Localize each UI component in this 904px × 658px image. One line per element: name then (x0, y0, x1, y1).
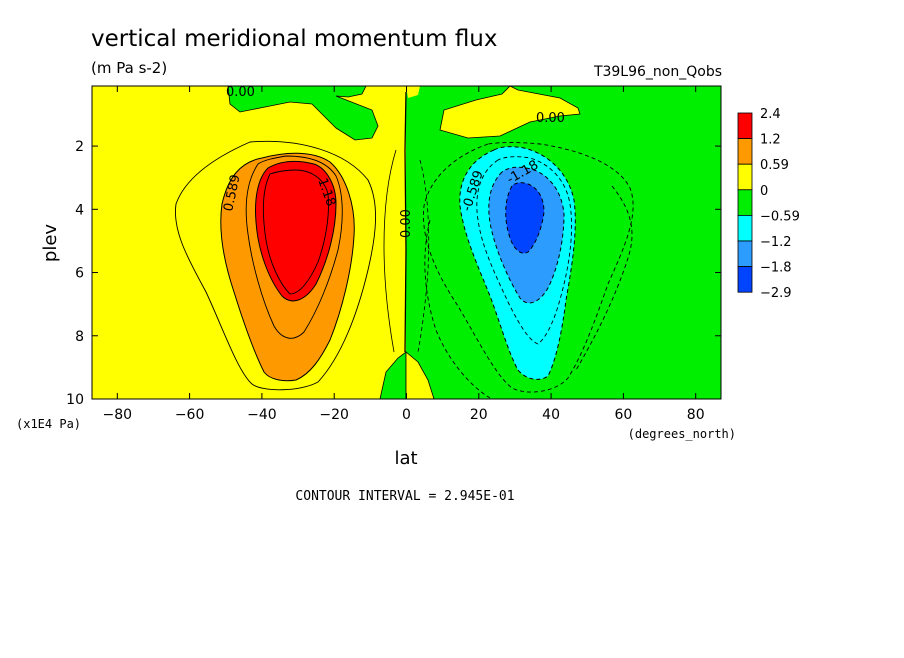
colorbar-swatch (737, 189, 753, 216)
x-tick-label: −40 (247, 407, 277, 423)
fill-bottom-right-positive (405, 351, 435, 399)
plot-area: 0.00 0.00 0.00 0.589 1.18 -0.589 -1.18 (92, 85, 721, 399)
chart-subtitle: (m Pa s-2) (91, 59, 167, 77)
x-tick-label: 60 (614, 407, 632, 423)
y-tick-label: 8 (75, 329, 84, 345)
contour-interval: CONTOUR INTERVAL = 2.945E-01 (295, 489, 514, 504)
colorbar-label: −2.9 (760, 286, 792, 301)
colorbar-swatch (737, 138, 753, 165)
x-axis-units: (degrees_north) (628, 427, 736, 441)
colorbar-label: −1.2 (760, 235, 792, 250)
x-tick-label: 80 (687, 407, 705, 423)
contour-label-top-left: 0.00 (226, 85, 255, 100)
run-label: T39L96_non_Qobs (593, 64, 722, 80)
y-tick-label: 2 (75, 139, 84, 155)
x-tick-label: −80 (103, 407, 133, 423)
fill-top-left-negative (227, 86, 379, 141)
contour-negative-outer (422, 142, 634, 393)
x-tick-label: 0 (402, 407, 411, 423)
colorbar-label: −1.8 (760, 261, 792, 276)
y-axis-units: (x1E4 Pa) (16, 417, 81, 431)
x-tick-label: 20 (470, 407, 488, 423)
x-tick-label: −60 (175, 407, 205, 423)
chart-title: vertical meridional momentum flux (91, 26, 498, 52)
contour-negative-far (424, 219, 491, 399)
fill-top-right-positive-a (406, 86, 420, 98)
colorbar-swatch (737, 163, 753, 191)
y-axis: 2 4 6 8 10 (66, 139, 721, 408)
contour-negative-far2 (575, 185, 633, 371)
contour-label-equator: 0.00 (399, 209, 414, 238)
contour-negative-mid (476, 156, 572, 345)
colorbar-label: 1.2 (760, 133, 781, 148)
contour-zero-equator (404, 91, 407, 353)
y-axis-label: plev (40, 224, 61, 263)
x-axis-label: lat (394, 448, 417, 469)
contour-equator-left (383, 149, 397, 353)
colorbar-label: 0 (760, 184, 768, 199)
fill-negative-deepblue (505, 182, 545, 254)
y-tick-label: 10 (66, 392, 84, 408)
x-tick-label: −20 (319, 407, 349, 423)
contour-equator-right (417, 159, 430, 353)
contour-positive-mid (245, 155, 343, 339)
colorbar-label: 0.59 (760, 158, 789, 173)
colorbar-swatch (737, 240, 753, 268)
x-axis: −80 −60 −40 −20 0 20 40 60 80 (103, 86, 705, 423)
colorbar-label: 2.4 (760, 107, 781, 122)
colorbar-swatch (737, 112, 753, 140)
y-tick-label: 6 (75, 266, 84, 282)
colorbar-label: −0.59 (760, 209, 800, 224)
contour-positive-outer (174, 140, 376, 391)
fill-bottom-left-negative (379, 351, 407, 399)
colorbar-swatch (737, 266, 753, 293)
fill-top-right-positive (406, 86, 581, 139)
y-tick-label: 4 (75, 202, 84, 218)
x-tick-label: 40 (542, 407, 560, 423)
contour-positive-inner (262, 169, 329, 295)
contour-label-top-right: 0.00 (536, 111, 565, 126)
colorbar-swatch (737, 214, 753, 242)
colorbar: 2.4 1.2 0.59 0 −0.59 −1.2 −1.8 −2.9 (737, 107, 800, 301)
